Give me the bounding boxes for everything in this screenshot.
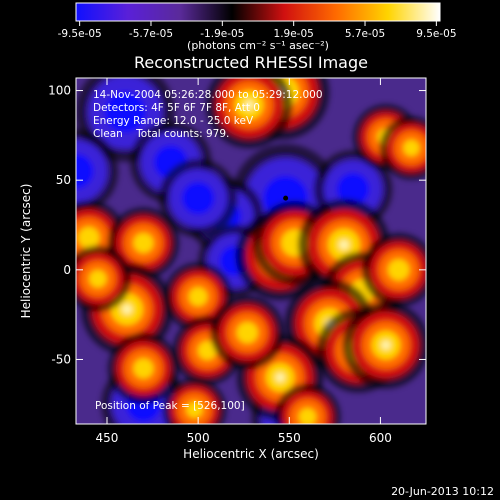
colorbar-ticks (79, 21, 437, 26)
hot-core (133, 232, 154, 254)
axis-ticks (76, 78, 426, 424)
hot-core (188, 287, 208, 307)
hot-core (89, 269, 107, 288)
plot-frame (75, 77, 427, 425)
hot-core (403, 139, 420, 157)
x-tick-label: 600 (369, 431, 392, 445)
annotation-detectors: Detectors: 4F 5F 6F 7F 8F, Att 0 (93, 102, 260, 114)
hot-core (236, 321, 259, 344)
colorbar-units: (photons cm⁻² s⁻¹ asec⁻²) (187, 39, 329, 52)
chart-title: Reconstructed RHESSI Image (134, 53, 368, 72)
y-tick-label: -50 (51, 352, 71, 366)
hot-peak (381, 340, 391, 350)
cold-core (104, 91, 146, 133)
y-tick-labels: 100 50 0 -50 (48, 84, 71, 367)
y-tick-label: 100 (48, 84, 71, 98)
hot-core (78, 226, 100, 249)
heatmap (76, 78, 426, 424)
cold-core (337, 173, 370, 206)
colorbar-tick-label: 1.9e-05 (274, 28, 314, 40)
hot-peak (244, 100, 254, 110)
hot-core (186, 401, 203, 418)
annotation-energy: Energy Range: 12.0 - 25.0 keV (93, 115, 254, 127)
hot-peak (275, 372, 285, 383)
hot-core (133, 358, 154, 379)
colorbar (75, 2, 441, 22)
x-tick-labels: 450 500 550 600 (96, 431, 392, 445)
x-tick-label: 450 (96, 431, 119, 445)
y-tick-label: 0 (63, 263, 71, 277)
colorbar-tick-label: 9.5e-05 (416, 28, 456, 40)
colorbar-tick-label: -5.7e-05 (129, 28, 173, 40)
x-tick-label: 500 (187, 431, 210, 445)
footer-date: 20-Jun-2013 10:12 (391, 485, 494, 498)
hot-core (298, 408, 317, 424)
peak-position-label: Position of Peak = [526,100] (95, 400, 245, 412)
colorbar-tick-labels: -9.5e-05 -5.7e-05 -1.9e-05 1.9e-05 5.7e-05 9.… (58, 28, 457, 40)
x-tick-label: 550 (278, 431, 301, 445)
x-axis-label: Heliocentric X (arcsec) (183, 447, 319, 461)
cold-core (182, 182, 215, 215)
hot-core (387, 259, 410, 281)
peak-marker (283, 195, 289, 201)
y-tick-label: 50 (56, 173, 71, 187)
colorbar-tick-label: 5.7e-05 (345, 28, 385, 40)
annotation-time: 14-Nov-2004 05:26:28.000 to 05:29:12.000 (93, 89, 323, 101)
y-axis-label: Heliocentric Y (arcsec) (19, 184, 33, 319)
colorbar-tick-label: -9.5e-05 (58, 28, 102, 40)
hot-peak (339, 239, 349, 250)
hot-core (197, 341, 217, 360)
annotation-clean: Clean Total counts: 979. (93, 128, 229, 140)
hot-peak (122, 304, 133, 315)
colorbar-tick-label: -1.9e-05 (200, 28, 244, 40)
